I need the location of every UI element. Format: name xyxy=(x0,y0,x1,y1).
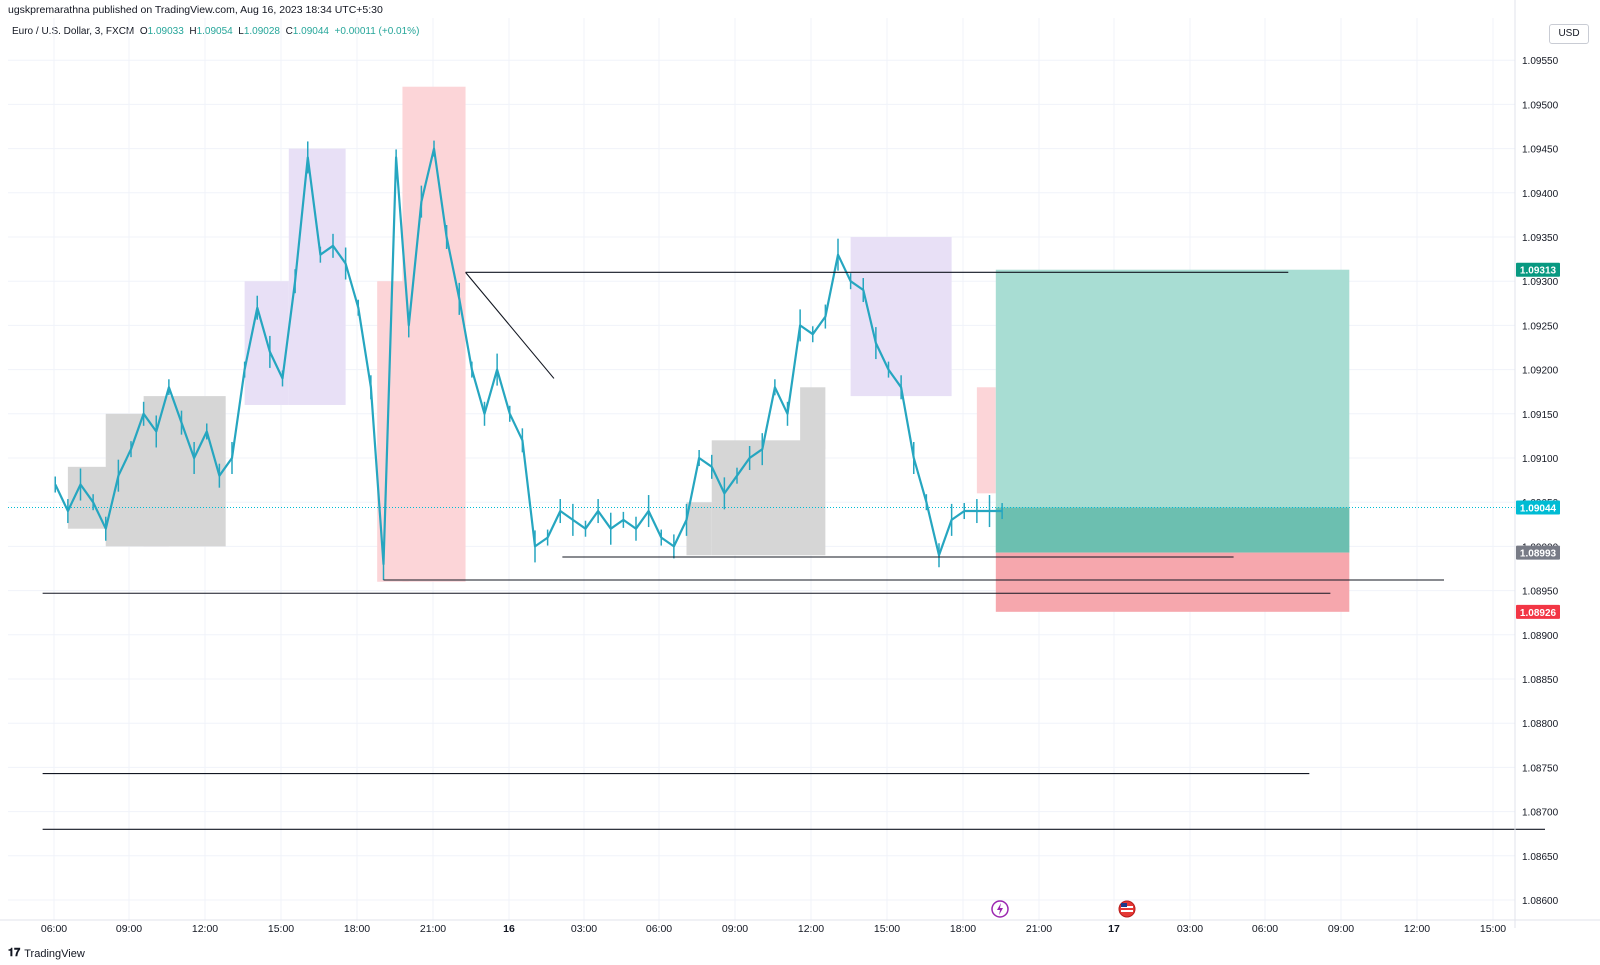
brand-name: TradingView xyxy=(24,947,85,960)
high-label: H xyxy=(189,26,197,37)
y-tick-label: 1.09400 xyxy=(1522,189,1559,200)
x-tick-label: 06:00 xyxy=(41,923,67,935)
y-tick-label: 1.09450 xyxy=(1522,145,1559,156)
y-tick-label: 1.08700 xyxy=(1522,808,1559,819)
zone-box-red xyxy=(402,86,466,582)
x-tick-label: 15:00 xyxy=(874,923,900,935)
close-label: C xyxy=(285,26,293,37)
zone-box-gray xyxy=(686,502,712,556)
open-label: O xyxy=(139,26,148,37)
price-label-bg xyxy=(1516,545,1560,560)
price-line xyxy=(54,147,1003,566)
stop-zone xyxy=(995,552,1350,612)
y-tick-label: 1.09250 xyxy=(1522,321,1559,332)
price-label: 1.09044 xyxy=(1520,504,1557,515)
zone-box-purple xyxy=(850,237,952,397)
price-label: 1.08926 xyxy=(1520,608,1557,619)
price-label: 1.09313 xyxy=(1520,266,1557,277)
x-tick-label: 15:00 xyxy=(268,923,294,935)
price-label: 1.08993 xyxy=(1520,549,1557,560)
zone-box-gray xyxy=(800,387,826,450)
y-tick-label: 1.08900 xyxy=(1522,631,1559,642)
close-value: 1.09044 xyxy=(292,26,329,37)
target-zone xyxy=(995,269,1350,553)
y-tick-label: 1.09200 xyxy=(1522,366,1559,377)
x-tick-label: 16 xyxy=(503,923,515,935)
long-position-tool xyxy=(995,269,1350,612)
zone-box-gray xyxy=(143,396,226,547)
low-value: 1.09028 xyxy=(243,26,280,37)
x-tick-label: 17 xyxy=(1108,923,1120,935)
symbol-legend: Euro / U.S. Dollar, 3, FXCM O1.09033 H1.… xyxy=(12,26,419,37)
x-tick-label: 03:00 xyxy=(1177,923,1203,935)
y-tick-label: 1.08950 xyxy=(1522,587,1559,598)
x-tick-label: 21:00 xyxy=(1026,923,1052,935)
y-tick-label: 1.09300 xyxy=(1522,277,1559,288)
zone-boxes xyxy=(67,86,996,582)
high-value: 1.09054 xyxy=(196,26,233,37)
x-tick-label: 18:00 xyxy=(344,923,370,935)
y-tick-label: 1.09100 xyxy=(1522,454,1559,465)
y-tick-label: 1.08850 xyxy=(1522,675,1559,686)
price-axis: 1.09550 1.09500 1.09450 1.09400 1.09350 1.093… xyxy=(1514,0,1559,928)
us-flag-event-icon[interactable] xyxy=(1118,900,1136,918)
x-tick-label: 21:00 xyxy=(420,923,446,935)
x-tick-label: 06:00 xyxy=(1252,923,1278,935)
currency-button[interactable]: USD xyxy=(1549,24,1589,44)
price-label-bg xyxy=(1516,500,1560,515)
open-value: 1.09033 xyxy=(147,26,184,37)
tradingview-logo-icon: 𝟏𝟕 xyxy=(8,947,21,959)
price-labels: 1.09313 1.09044 1.08993 1.08926 xyxy=(1516,262,1560,619)
price-label-bg xyxy=(1516,604,1560,619)
trend-lines xyxy=(42,271,1545,830)
symbol-name: Euro / U.S. Dollar, 3, FXCM xyxy=(12,26,135,37)
y-tick-label: 1.09350 xyxy=(1522,233,1559,244)
price-label-bg xyxy=(1516,262,1560,277)
publisher-caption: ugskpremarathna published on TradingView… xyxy=(8,4,383,16)
y-tick-label: 1.08600 xyxy=(1522,896,1559,907)
x-tick-label: 09:00 xyxy=(1328,923,1354,935)
x-tick-label: 09:00 xyxy=(116,923,142,935)
zone-box-gray xyxy=(711,440,826,556)
x-tick-label: 12:00 xyxy=(192,923,218,935)
price-chart[interactable]: 1.09550 1.09500 1.09450 1.09400 1.09350 1.093… xyxy=(0,0,1600,945)
x-tick-label: 06:00 xyxy=(646,923,672,935)
trend-line xyxy=(465,272,555,379)
brand-footer: 𝟏𝟕 TradingView xyxy=(8,947,85,960)
y-tick-label: 1.09500 xyxy=(1522,100,1559,111)
change-value: +0.00011 (+0.01%) xyxy=(334,26,420,37)
profit-fill xyxy=(995,507,1350,553)
x-tick-label: 09:00 xyxy=(722,923,748,935)
zone-box-red xyxy=(976,387,996,494)
zone-box-purple xyxy=(288,148,346,405)
y-tick-label: 1.08750 xyxy=(1522,763,1559,774)
time-axis: 06:00 09:00 12:00 15:00 18:00 21:00 16 03:00 06:… xyxy=(0,919,1600,935)
event-markers xyxy=(991,900,1136,918)
y-tick-label: 1.09150 xyxy=(1522,410,1559,421)
y-tick-label: 1.09550 xyxy=(1522,56,1559,67)
price-series xyxy=(8,140,1515,581)
publisher-text: ugskpremarathna published on TradingView… xyxy=(8,4,383,16)
x-tick-label: 12:00 xyxy=(798,923,824,935)
x-tick-label: 12:00 xyxy=(1404,923,1430,935)
lightning-event-icon[interactable] xyxy=(991,900,1009,918)
x-tick-label: 18:00 xyxy=(950,923,976,935)
y-tick-label: 1.08650 xyxy=(1522,852,1559,863)
low-label: L xyxy=(238,26,244,37)
x-tick-label: 15:00 xyxy=(1480,923,1506,935)
y-tick-label: 1.08800 xyxy=(1522,719,1559,730)
x-tick-label: 03:00 xyxy=(571,923,597,935)
